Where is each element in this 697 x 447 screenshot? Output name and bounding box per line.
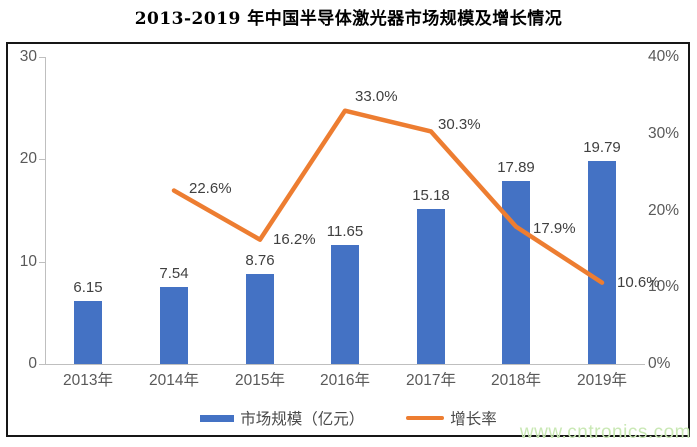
left-axis-tick xyxy=(39,364,45,365)
legend-label-market-size: 市场规模（亿元） xyxy=(240,411,365,428)
chart-border xyxy=(6,42,690,437)
legend-item-market-size: 市场规模（亿元） xyxy=(200,407,364,429)
left-axis-line xyxy=(45,57,46,364)
bar xyxy=(588,161,616,364)
bar-value-label: 17.89 xyxy=(497,158,535,176)
watermark: www.cntronics.com xyxy=(519,422,691,443)
legend: 市场规模（亿元） 增长率 xyxy=(0,405,697,431)
bar-value-label: 19.79 xyxy=(583,139,621,157)
right-axis-tick-label: 0% xyxy=(648,355,671,372)
line-value-label: 17.9% xyxy=(533,219,576,237)
line-value-label: 10.6% xyxy=(617,273,660,291)
bar-value-label: 15.18 xyxy=(412,186,450,204)
line-value-label: 30.3% xyxy=(438,116,481,134)
x-axis-line xyxy=(45,364,645,365)
legend-item-growth-rate: 增长率 xyxy=(406,407,497,429)
x-axis-category-label: 2014年 xyxy=(149,372,199,389)
left-axis-tick-label: 20 xyxy=(19,150,37,168)
bar xyxy=(331,244,359,364)
x-axis-category-label: 2019年 xyxy=(577,372,627,389)
bar xyxy=(246,274,274,364)
bar xyxy=(160,286,188,364)
x-axis-category-label: 2016年 xyxy=(320,372,370,389)
bar xyxy=(502,180,530,364)
left-axis-tick-label: 30 xyxy=(19,48,37,65)
chart-title: 2013-2019 年中国半导体激光器市场规模及增长情况 xyxy=(134,9,563,29)
x-axis-category-label: 2018年 xyxy=(491,372,541,389)
right-axis-tick-label: 30% xyxy=(648,124,680,142)
right-axis-tick-label: 10% xyxy=(648,278,680,296)
left-axis-tick-label: 10 xyxy=(19,252,37,270)
left-axis-tick-label: 0 xyxy=(28,355,37,372)
x-axis-category-label: 2017年 xyxy=(406,372,456,389)
bar-value-label: 7.54 xyxy=(159,264,189,282)
bar xyxy=(74,301,102,364)
bar-value-label: 8.76 xyxy=(245,252,275,270)
x-axis-category-label: 2013年 xyxy=(63,372,113,389)
left-axis-tick xyxy=(39,57,45,58)
line-series-swatch xyxy=(406,416,445,420)
right-axis-tick-label: 40% xyxy=(648,48,680,65)
left-axis-tick xyxy=(39,159,45,161)
right-axis-tick-label: 20% xyxy=(648,201,680,219)
line-value-label: 33.0% xyxy=(355,87,398,105)
x-axis-category-label: 2015年 xyxy=(235,372,285,389)
left-axis-tick xyxy=(39,261,45,263)
legend-label-growth-rate: 增长率 xyxy=(450,411,497,428)
bar-series-swatch xyxy=(200,414,235,422)
bar-value-label: 11.65 xyxy=(326,222,364,240)
line-value-label: 22.6% xyxy=(189,179,232,197)
bar xyxy=(417,208,445,364)
bar-value-label: 6.15 xyxy=(73,279,103,297)
line-value-label: 16.2% xyxy=(273,230,316,248)
